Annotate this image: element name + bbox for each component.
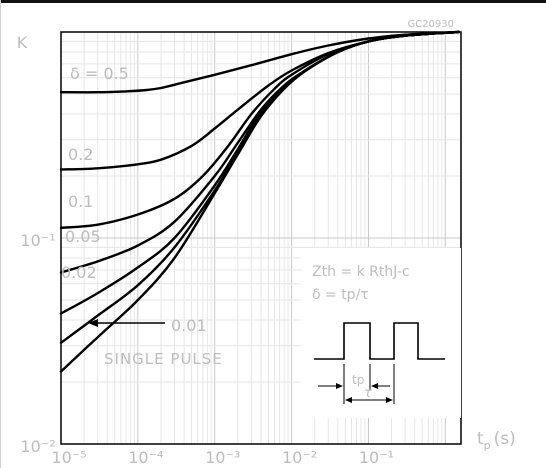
x-tick-label: 10⁻¹ xyxy=(359,448,394,467)
x-tick-label: 10⁻⁵ xyxy=(51,448,86,467)
plot-frame xyxy=(60,31,462,445)
side-rule xyxy=(0,0,1,468)
info-panel xyxy=(301,248,461,418)
label-single-pulse: SINGLE PULSE xyxy=(104,350,223,368)
x-unit-suffix: (s) xyxy=(494,429,516,449)
pulse-diagram xyxy=(314,322,445,404)
x-tick-label: 10⁻³ xyxy=(205,448,240,467)
x-tick-label: 10⁻⁴ xyxy=(128,448,163,467)
top-rule xyxy=(0,0,546,3)
pulse-tau-label: τ xyxy=(364,386,372,401)
series-line-6 xyxy=(59,30,460,373)
label-002: 0.02 xyxy=(61,263,97,282)
curves-group xyxy=(59,30,460,373)
label-02: 0.2 xyxy=(68,145,93,164)
label-001: 0.01 xyxy=(171,316,207,335)
pulse-tp-label: tp xyxy=(352,373,364,387)
label-005: 0.05 xyxy=(65,227,101,246)
x-unit-sub: p xyxy=(484,439,491,452)
y-tick-label: 10⁻¹ xyxy=(20,231,55,250)
formula-zth: Zth = k RthJ-c xyxy=(312,264,410,280)
arrow-001 xyxy=(88,319,165,327)
y-axis-label: K xyxy=(17,33,28,52)
x-tick-label: 10⁻² xyxy=(282,448,317,467)
label-01: 0.1 xyxy=(68,192,93,211)
label-delta-05: δ = 0.5 xyxy=(70,64,129,83)
x-unit-t: t xyxy=(477,429,484,449)
y-tick-label: 10⁻² xyxy=(20,437,55,456)
figure-code: GC20930 xyxy=(407,19,454,30)
formula-delta: δ = tp/τ xyxy=(312,287,369,303)
series-line-0 xyxy=(59,30,460,94)
x-axis-label: tp (s) xyxy=(477,429,516,452)
